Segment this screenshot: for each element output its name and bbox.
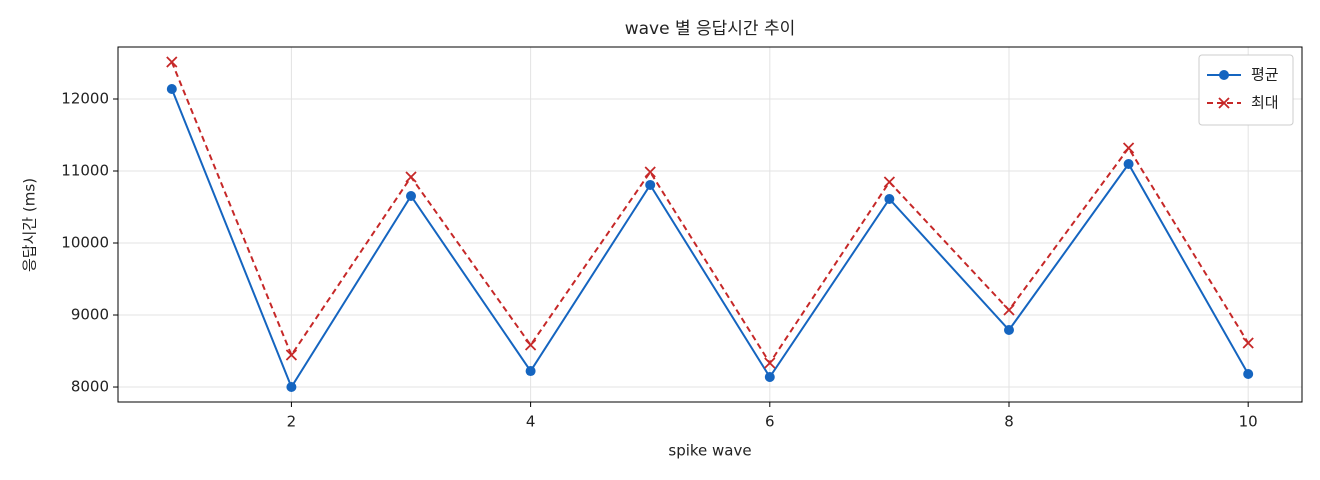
data-point — [524, 339, 537, 351]
data-point — [166, 56, 178, 68]
x-tick-label: 8 — [1004, 413, 1014, 431]
series-line — [170, 88, 1250, 390]
series-line — [170, 61, 1250, 365]
data-point — [1003, 304, 1015, 316]
data-point — [286, 382, 297, 393]
y-axis-label: 응답시간 (ms) — [21, 178, 39, 272]
data-point — [1243, 368, 1254, 379]
legend-label: 평균 — [1251, 66, 1279, 84]
legend-box — [1198, 54, 1294, 126]
data-point — [406, 190, 417, 201]
y-tick-label: 9000 — [71, 306, 109, 324]
data-point — [525, 366, 536, 377]
data-point — [1122, 142, 1135, 154]
x-tick-label: 2 — [287, 413, 297, 431]
x-tick-label: 6 — [765, 413, 775, 431]
chart-title: wave 별 응답시간 추이 — [625, 19, 796, 39]
data-point — [764, 372, 775, 383]
x-tick-label: 10 — [1239, 413, 1258, 431]
data-point — [166, 83, 177, 94]
x-axis-label: spike wave — [668, 442, 751, 460]
y-tick-label: 11000 — [61, 161, 109, 179]
data-point — [644, 166, 656, 178]
data-point — [883, 176, 896, 188]
data-point — [405, 171, 417, 183]
data-point — [764, 357, 776, 369]
data-point — [884, 194, 895, 205]
data-point — [1242, 337, 1254, 349]
data-point — [1123, 159, 1134, 170]
data-point — [1003, 324, 1014, 335]
y-tick-label: 10000 — [61, 234, 109, 252]
data-point — [285, 349, 298, 361]
legend-label: 최대 — [1251, 94, 1279, 112]
legend-marker — [1218, 97, 1230, 109]
x-tick-label: 4 — [526, 413, 536, 431]
y-tick-label: 12000 — [61, 89, 109, 107]
data-point — [645, 179, 656, 190]
plot-frame — [117, 46, 1303, 403]
legend-marker — [1219, 70, 1229, 80]
y-tick-label: 8000 — [71, 378, 109, 396]
